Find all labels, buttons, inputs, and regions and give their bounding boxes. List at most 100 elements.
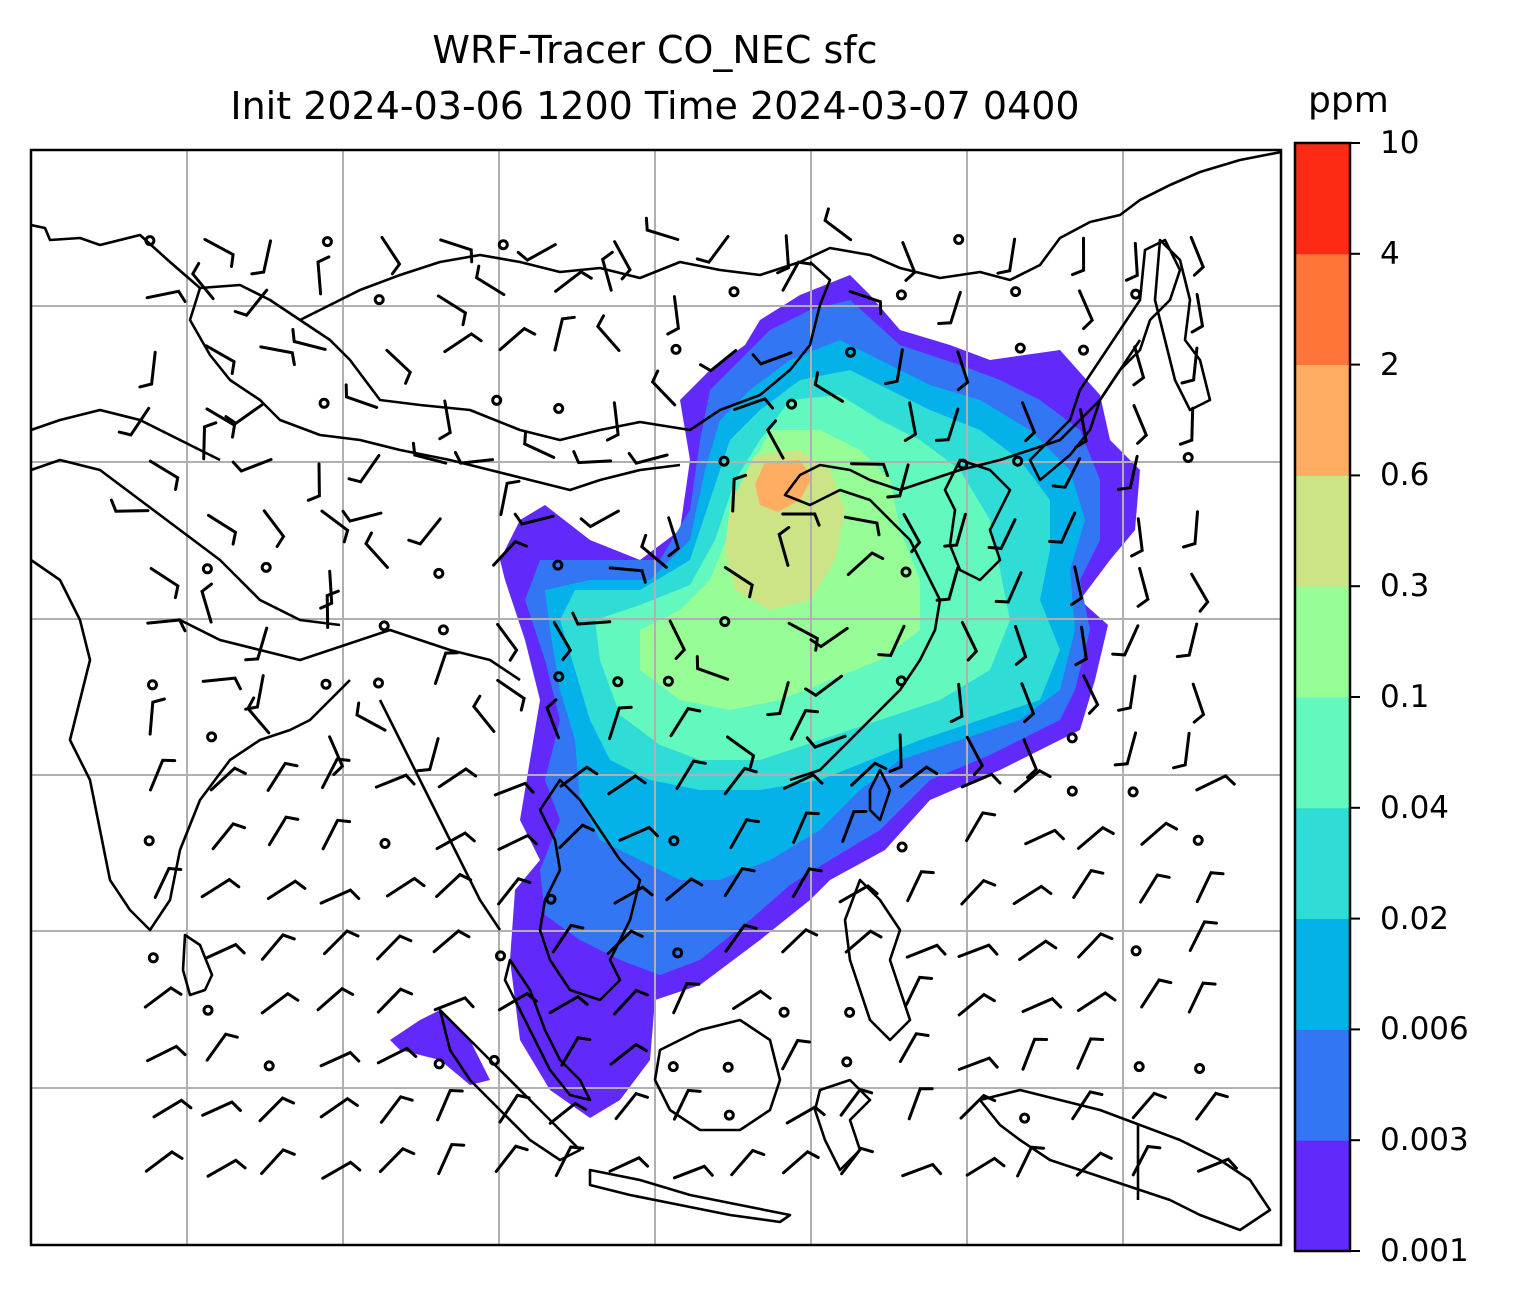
coastline-borneo <box>653 1018 782 1132</box>
wind-barb <box>903 401 918 442</box>
wind-barb <box>325 589 340 629</box>
wind-barb <box>319 569 334 610</box>
wind-barb <box>1140 978 1173 1009</box>
wind-barb <box>1116 454 1139 491</box>
coastline-philippines <box>843 878 912 1042</box>
wind-barb <box>888 733 903 773</box>
wind-barb <box>316 255 331 296</box>
wind-barb <box>496 622 519 662</box>
wind-barb <box>1131 1144 1162 1177</box>
colorbar-segment <box>1295 697 1350 809</box>
wind-barb <box>545 698 560 740</box>
calm-wind-marker <box>1130 945 1142 957</box>
wind-barb <box>439 238 474 264</box>
wind-barb <box>117 406 151 437</box>
wind-barb <box>723 766 758 796</box>
wind-barb <box>960 772 1002 789</box>
wind-barb <box>904 975 934 1008</box>
wind-barb <box>149 567 180 600</box>
calm-wind-marker <box>895 675 907 687</box>
wind-barb <box>379 1095 414 1124</box>
colorbar-segment <box>1295 807 1350 920</box>
wind-barb <box>1051 457 1082 489</box>
calm-wind-marker <box>144 235 156 247</box>
wind-barb <box>148 697 166 736</box>
wind-barb <box>782 1149 820 1175</box>
calm-wind-marker <box>1019 1112 1031 1124</box>
wind-barb <box>432 929 471 954</box>
wind-barb <box>433 996 475 1012</box>
border-himalaya <box>31 458 341 627</box>
wind-barb <box>1021 1037 1049 1071</box>
wind-barb <box>965 811 997 842</box>
coastline-japan <box>1028 238 1182 482</box>
wind-barb <box>433 651 460 685</box>
wind-barb <box>548 994 589 1015</box>
colorbar-segment <box>1295 918 1350 1030</box>
wind-barb <box>723 866 756 898</box>
wind-barb <box>726 735 756 769</box>
wind-barb <box>1070 236 1086 277</box>
wind-barb <box>766 681 790 717</box>
wind-barb <box>1132 345 1146 387</box>
border-central-asia <box>31 408 221 462</box>
calm-wind-marker <box>379 838 391 849</box>
calm-wind-marker <box>667 1061 679 1073</box>
wind-barb <box>1175 622 1199 659</box>
wind-barb <box>699 349 738 373</box>
wind-barb <box>200 877 241 899</box>
wind-barb <box>380 235 402 276</box>
wind-barb <box>886 463 910 499</box>
wind-barb <box>733 397 775 411</box>
calm-wind-marker <box>845 346 857 358</box>
wind-barb <box>374 773 416 789</box>
wind-barb <box>344 383 379 409</box>
wind-barb <box>1078 289 1094 331</box>
wind-barb <box>437 767 478 789</box>
calm-wind-marker <box>612 676 624 688</box>
calm-wind-marker <box>722 1061 734 1073</box>
wind-barb <box>145 289 187 303</box>
wind-barb <box>386 876 426 898</box>
wind-barb <box>987 518 1017 551</box>
calm-wind-marker <box>318 397 330 409</box>
wind-barbs <box>109 207 1238 1180</box>
calm-wind-marker <box>844 1006 856 1018</box>
wind-barb <box>723 566 754 599</box>
calm-wind-marker <box>545 893 557 905</box>
wind-barb <box>320 509 350 544</box>
wind-barb <box>1117 674 1137 712</box>
wind-barb <box>497 991 538 1012</box>
calm-wind-marker <box>321 236 333 248</box>
colorbar <box>1293 141 1360 1253</box>
wind-barb <box>844 929 883 954</box>
wind-barb <box>1191 682 1206 724</box>
wind-barb <box>1180 346 1199 385</box>
wind-barb <box>203 237 235 268</box>
wind-barb <box>665 877 704 902</box>
wind-barb <box>1076 1037 1105 1070</box>
wind-barb <box>791 867 823 898</box>
wind-barb <box>883 348 904 386</box>
wind-barb <box>957 992 996 1017</box>
wind-barb <box>1195 871 1225 904</box>
colorbar-tick-label: 2 <box>1380 346 1400 383</box>
wind-barb <box>211 822 247 851</box>
calm-wind-marker <box>953 234 965 245</box>
wind-barb <box>959 1093 997 1120</box>
wind-barb <box>840 1146 874 1176</box>
colorbar-segment <box>1295 253 1350 366</box>
wind-barb <box>1024 828 1065 846</box>
wind-barb <box>850 761 888 787</box>
wind-barb <box>319 888 361 905</box>
coastline-korea <box>943 458 1012 582</box>
calm-wind-marker <box>957 458 969 470</box>
border-mongolia <box>299 261 832 442</box>
wind-barb <box>965 735 985 777</box>
calm-wind-marker <box>662 675 674 687</box>
wind-barb <box>695 655 730 681</box>
wind-barb <box>667 516 681 558</box>
wind-barb <box>516 243 557 262</box>
wind-barb <box>376 934 413 961</box>
